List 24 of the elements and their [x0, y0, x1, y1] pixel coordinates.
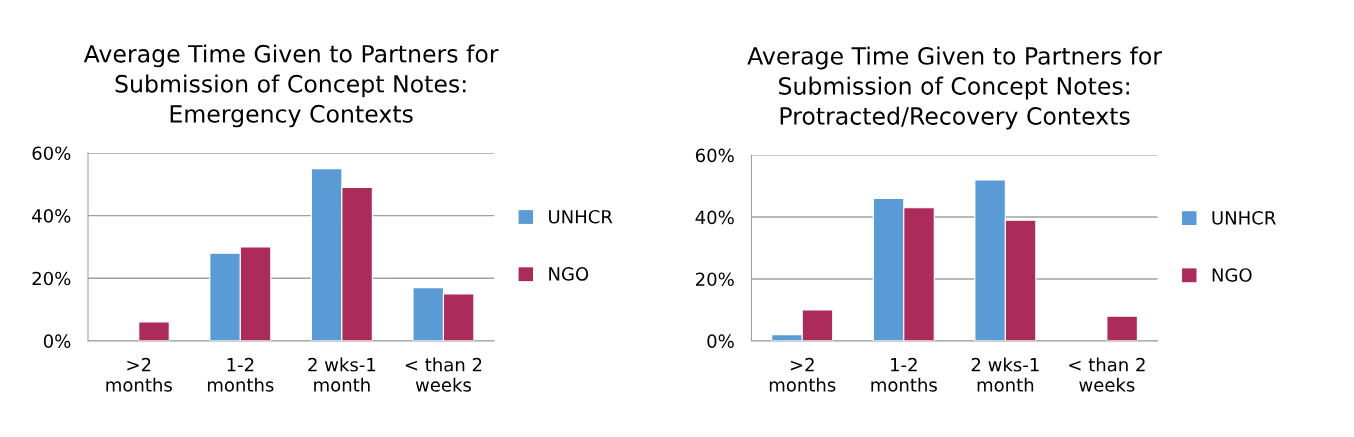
x-tick-label: < than 2 weeks: [405, 357, 482, 392]
chart-title: Average Time Given to Partners for Submission of Concept Notes: Emergency Contexts: [83, 44, 499, 128]
bar: [138, 321, 170, 341]
y-tick-label: 60%: [695, 148, 734, 163]
x-tick-label: 2 wks-1 month: [971, 357, 1039, 392]
x-tick-label: 1-2 months: [207, 357, 274, 392]
x-tick-label: < than 2 weeks: [1069, 357, 1145, 392]
chart-title: Average Time Given to Partners for Submission of Concept Notes: Protracted/Recovery Contexts: [747, 46, 1162, 130]
y-tick-label: 20%: [32, 271, 71, 286]
x-tick-label: >2 months: [769, 357, 836, 392]
bar: [1106, 315, 1138, 341]
x-tick-label: 2 wks-1 month: [308, 357, 376, 392]
y-tick-label: 40%: [32, 209, 71, 223]
y-tick-label: 20%: [696, 272, 734, 287]
legend-label: NGO: [1212, 268, 1252, 282]
legend-label: UNHCR: [549, 209, 613, 224]
y-tick-label: 40%: [695, 210, 734, 225]
x-tick-label: >2 months: [106, 357, 172, 392]
x-tick-label: 1-2 months: [871, 357, 937, 392]
legend-label: UNHCR: [1212, 210, 1276, 225]
y-tick-label: 60%: [32, 146, 71, 161]
y-tick-label: 0%: [707, 334, 734, 348]
legend-label: NGO: [549, 267, 589, 281]
y-tick-label: 0%: [43, 334, 71, 348]
